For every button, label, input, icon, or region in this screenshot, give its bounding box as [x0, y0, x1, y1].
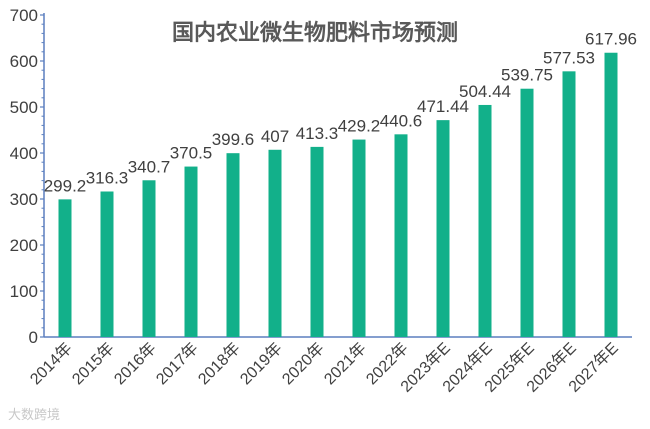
y-tick-label: 100: [10, 282, 38, 301]
data-label: 407: [261, 127, 289, 146]
bar: [100, 191, 114, 337]
data-label: 471.44: [417, 97, 469, 116]
y-tick-label: 300: [10, 190, 38, 209]
x-tick-label: 2020年: [279, 339, 328, 388]
y-tick-label: 200: [10, 236, 38, 255]
y-tick-label: 400: [10, 144, 38, 163]
data-label: 440.6: [380, 111, 423, 130]
bar: [520, 88, 534, 337]
bar: [478, 104, 492, 337]
data-label: 577.53: [543, 48, 595, 67]
data-label: 299.2: [44, 176, 87, 195]
watermark: 大数跨境: [8, 408, 61, 423]
bar: [352, 139, 366, 337]
bar-series: [58, 52, 618, 338]
y-tick-label: 500: [10, 98, 38, 117]
bar: [436, 120, 450, 337]
bar: [142, 180, 156, 337]
bar: [394, 134, 408, 337]
y-tick-label: 0: [29, 328, 38, 347]
y-tick-label: 700: [10, 6, 38, 25]
bar: [226, 153, 240, 337]
x-tick-label: 2019年: [237, 339, 286, 388]
x-tick-label: 2018年: [195, 339, 244, 388]
bar: [184, 166, 198, 337]
x-axis: 2014年2015年2016年2017年2018年2019年2020年2021年…: [27, 336, 632, 396]
chart-title: 国内农业微生物肥料市场预测: [172, 20, 458, 46]
x-tick-label: 2021年: [321, 339, 370, 388]
data-label: 617.96: [585, 30, 637, 49]
x-tick-label: 2016年: [111, 339, 160, 388]
data-label: 316.3: [86, 169, 129, 188]
data-label: 504.44: [459, 82, 511, 101]
y-axis: 0 100 200 300 400 500 600 700: [10, 6, 45, 347]
data-label: 429.2: [338, 117, 381, 136]
data-label: 399.6: [212, 130, 255, 149]
bar: [562, 71, 576, 338]
data-label: 340.7: [128, 157, 171, 176]
data-label: 539.75: [501, 66, 553, 85]
x-tick-label: 2015年: [69, 339, 118, 388]
bar: [268, 149, 282, 337]
y-tick-label: 600: [10, 52, 38, 71]
data-label: 370.5: [170, 144, 213, 163]
x-tick-label: 2017年: [153, 339, 202, 388]
data-label: 413.3: [296, 124, 339, 143]
bar: [310, 146, 324, 337]
bar: [604, 52, 618, 337]
bar: [58, 199, 72, 337]
